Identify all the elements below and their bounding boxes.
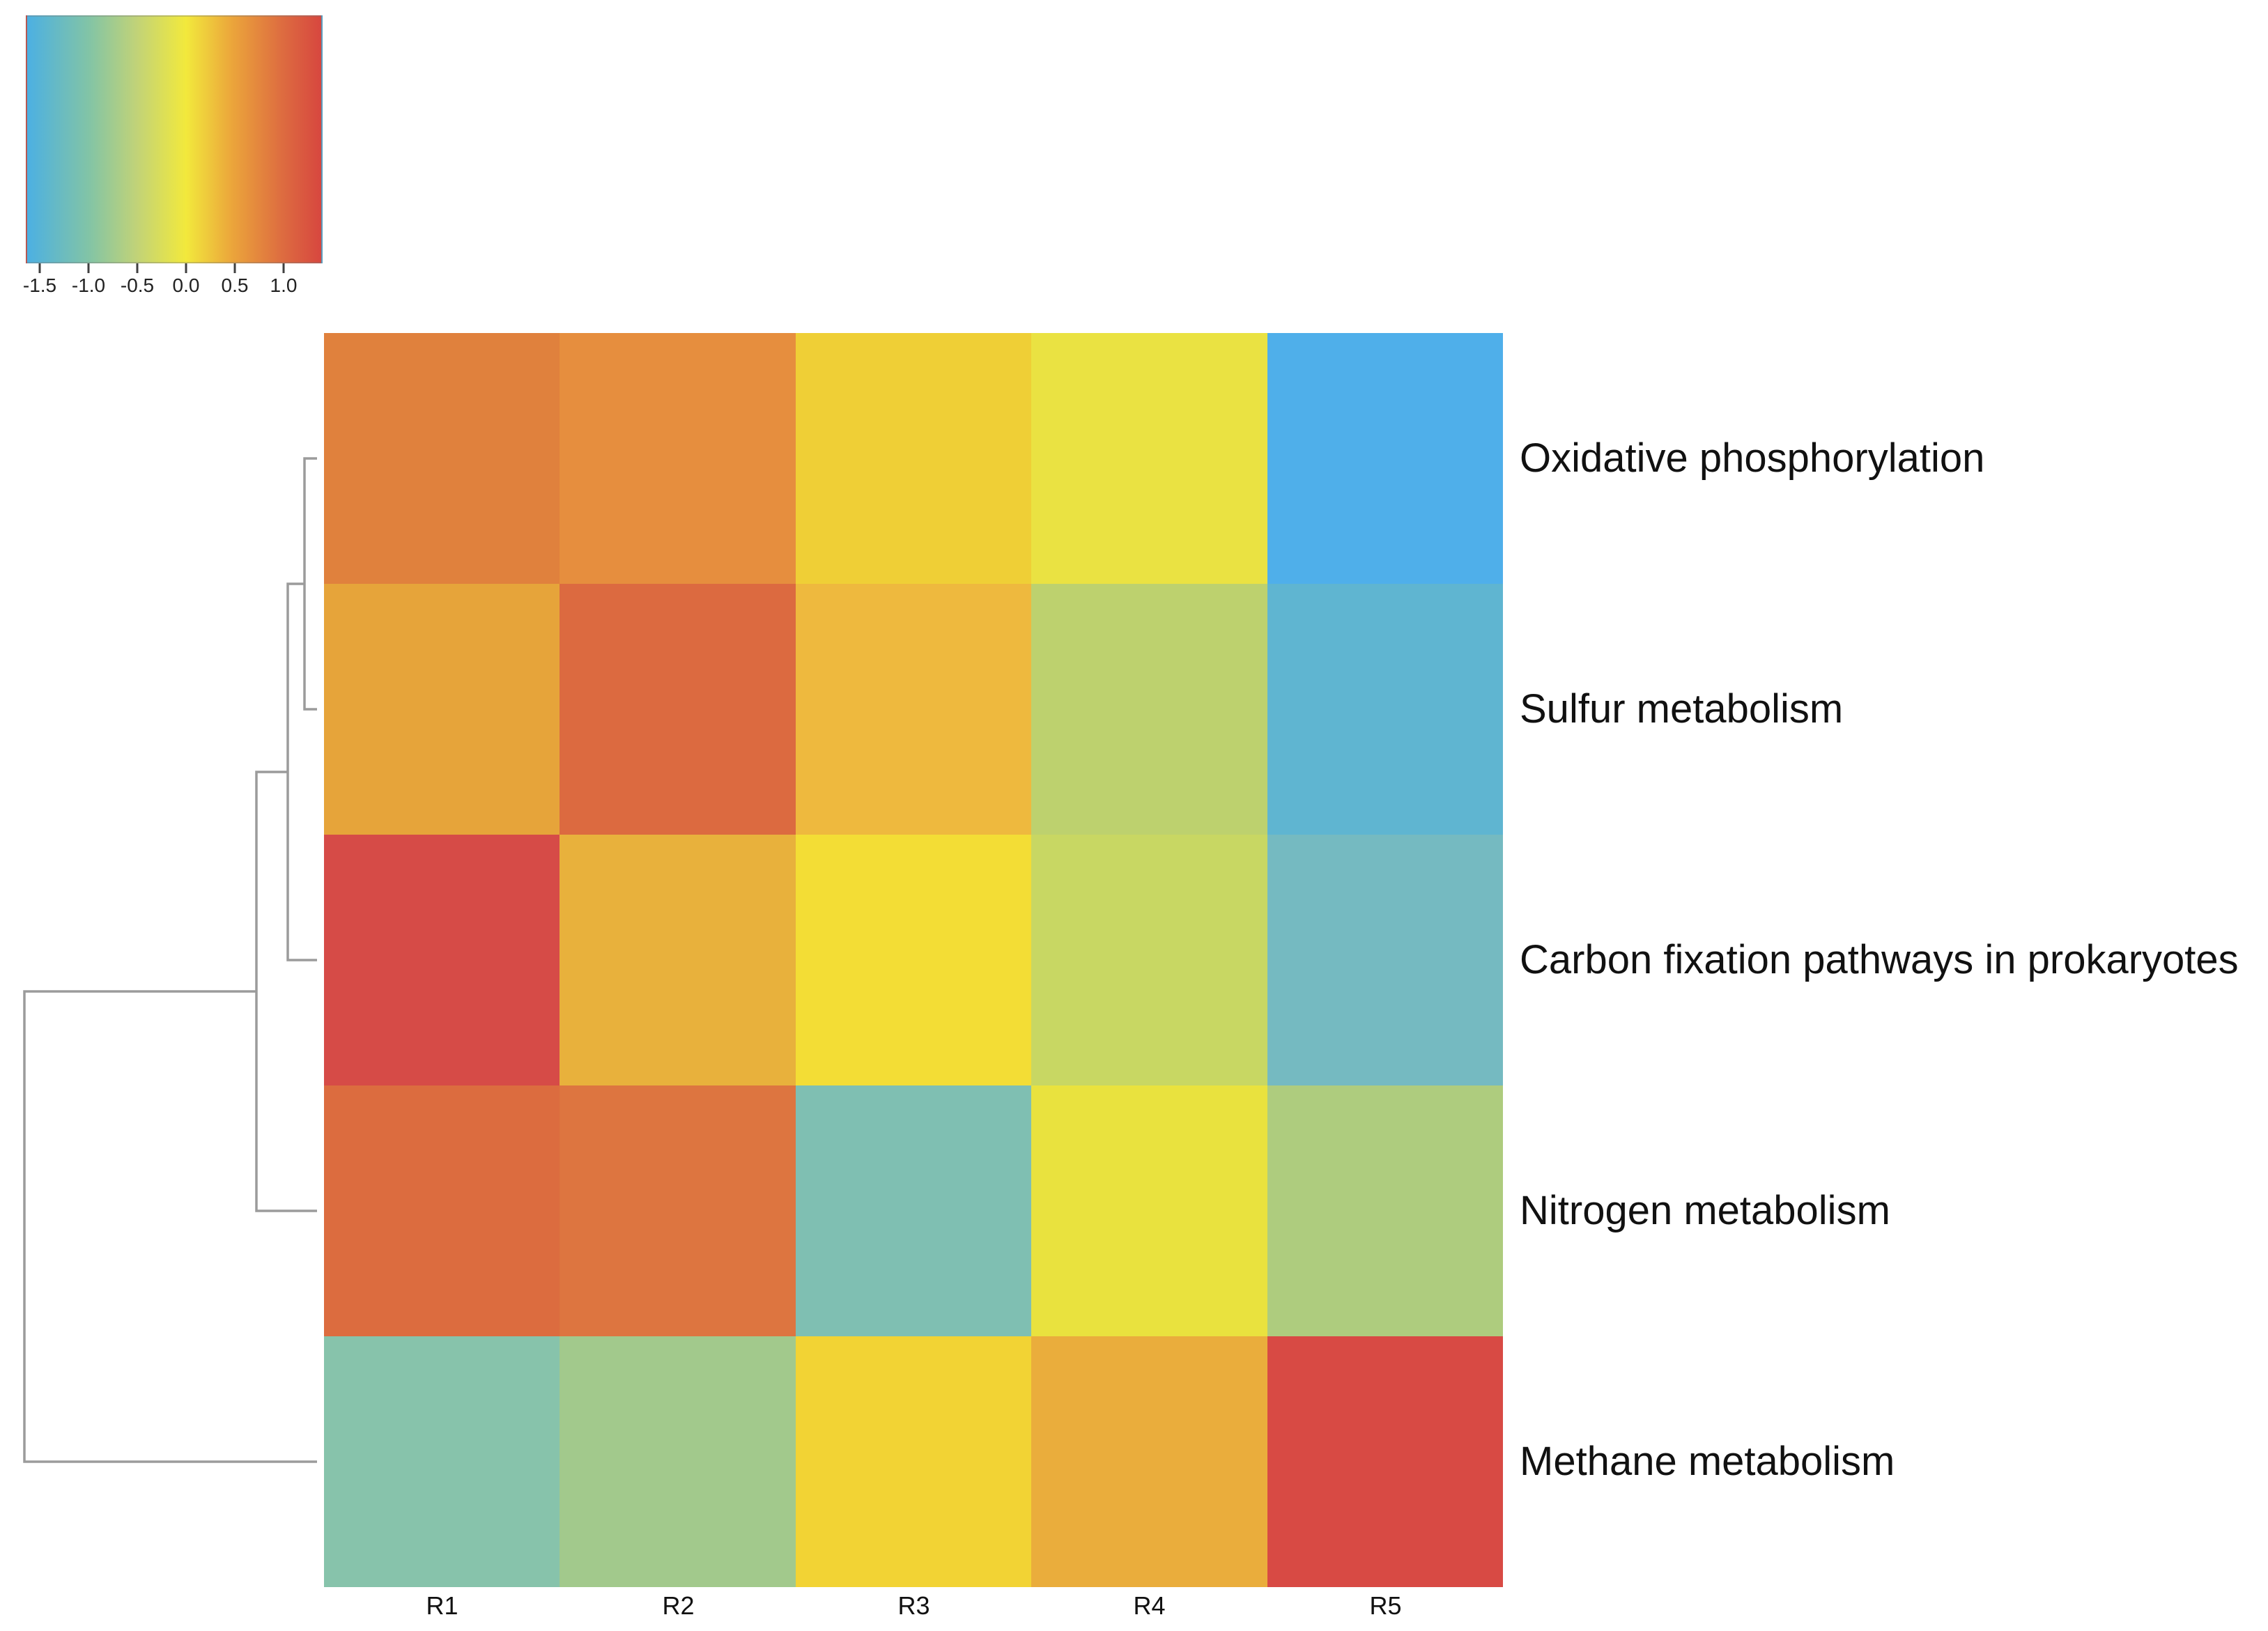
- column-label: R5: [1369, 1591, 1402, 1620]
- heatmap-cell-oxidative-phosphorylation-r5: [1267, 333, 1503, 584]
- heatmap-cell-nitrogen-metabolism-r4: [1031, 1085, 1267, 1336]
- heatmap-cell-carbon-fixation-pathways-in-prokaryotes-r2: [560, 835, 796, 1085]
- row-label: Oxidative phosphorylation: [1520, 435, 1985, 481]
- heatmap-cell-nitrogen-metabolism-r5: [1267, 1085, 1503, 1336]
- colorbar-tick-label: -1.5: [22, 275, 57, 296]
- colorbar-tick-mark: [282, 263, 285, 273]
- colorbar-tick-mark: [233, 263, 236, 273]
- column-label: R3: [897, 1591, 930, 1620]
- colorbar-tick-label: -1.0: [71, 275, 106, 296]
- colorbar-tick-label: 0.0: [172, 275, 200, 296]
- heatmap-cell-oxidative-phosphorylation-r3: [795, 333, 1032, 584]
- colorbar-tick-mark: [136, 263, 139, 273]
- heatmap-cell-methane-metabolism-r2: [560, 1336, 796, 1587]
- colorbar-gradient: [26, 15, 323, 263]
- colorbar-tick-mark: [38, 263, 41, 273]
- heatmap-cell-sulfur-metabolism-r5: [1267, 584, 1503, 835]
- heatmap-cell-methane-metabolism-r1: [324, 1336, 560, 1587]
- heatmap-cell-nitrogen-metabolism-r2: [560, 1085, 796, 1336]
- colorbar-tick-mark: [87, 263, 90, 273]
- column-label: R2: [662, 1591, 695, 1620]
- heatmap-cell-carbon-fixation-pathways-in-prokaryotes-r5: [1267, 835, 1503, 1085]
- heatmap-cell-oxidative-phosphorylation-r2: [560, 333, 796, 584]
- heatmap-cell-oxidative-phosphorylation-r1: [324, 333, 560, 584]
- row-label: Nitrogen metabolism: [1520, 1188, 1890, 1233]
- heatmap-cell-methane-metabolism-r3: [795, 1336, 1032, 1587]
- dendrogram-link: [23, 990, 317, 1463]
- colorbar-tick-mark: [185, 263, 187, 273]
- column-label: R1: [426, 1591, 458, 1620]
- heatmap-cell-nitrogen-metabolism-r3: [795, 1085, 1032, 1336]
- heatmap-cell-methane-metabolism-r5: [1267, 1336, 1503, 1587]
- heatmap-cell-carbon-fixation-pathways-in-prokaryotes-r3: [795, 835, 1032, 1085]
- column-label: R4: [1133, 1591, 1166, 1620]
- colorbar-tick-label: 1.0: [270, 275, 298, 296]
- heatmap-cell-sulfur-metabolism-r3: [795, 584, 1032, 835]
- dendrogram-link: [303, 457, 317, 711]
- heatmap-cell-methane-metabolism-r4: [1031, 1336, 1267, 1587]
- heatmap-cell-oxidative-phosphorylation-r4: [1031, 333, 1267, 584]
- row-label: Methane metabolism: [1520, 1439, 1895, 1484]
- heatmap-cell-nitrogen-metabolism-r1: [324, 1085, 560, 1336]
- heatmap-cell-sulfur-metabolism-r1: [324, 584, 560, 835]
- row-label: Sulfur metabolism: [1520, 686, 1844, 732]
- colorbar-tick-label: 0.5: [221, 275, 249, 296]
- heatmap-cell-sulfur-metabolism-r4: [1031, 584, 1267, 835]
- colorbar-tick-label: -0.5: [120, 275, 155, 296]
- heatmap-cell-carbon-fixation-pathways-in-prokaryotes-r1: [324, 835, 560, 1085]
- heatmap-cell-carbon-fixation-pathways-in-prokaryotes-r4: [1031, 835, 1267, 1085]
- heatmap-cell-sulfur-metabolism-r2: [560, 584, 796, 835]
- dendrogram-link: [286, 582, 317, 961]
- heatmap-grid: [324, 333, 1503, 1587]
- row-label: Carbon fixation pathways in prokaryotes: [1520, 937, 2239, 982]
